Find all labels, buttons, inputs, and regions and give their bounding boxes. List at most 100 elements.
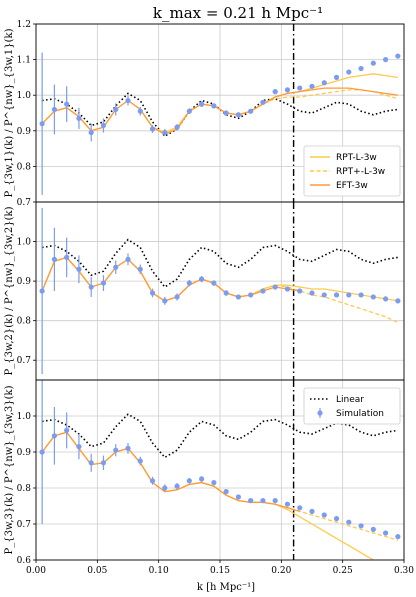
data-point <box>333 74 340 80</box>
y-tick-label: 0.9 <box>17 448 32 458</box>
plot-area <box>39 380 401 560</box>
data-point <box>223 110 229 116</box>
y-tick-label: 1.0 <box>17 91 32 101</box>
data-point <box>395 534 401 540</box>
data-point <box>88 284 94 290</box>
data-point <box>309 290 315 296</box>
data-point <box>272 498 278 504</box>
data-point <box>88 460 94 466</box>
data-point <box>235 494 241 500</box>
data-point <box>383 530 389 536</box>
plot-area <box>39 24 401 202</box>
data-point <box>64 254 70 260</box>
legend: RPT-L-3w RPT+-L-3w EFT-3w <box>303 145 401 197</box>
data-point <box>186 280 192 286</box>
y-tick-label: 0.8 <box>17 484 32 494</box>
data-point <box>297 288 303 294</box>
legend-box <box>303 387 401 425</box>
y-tick-label: 0.6 <box>17 556 32 566</box>
data-point <box>100 280 107 286</box>
y-tick-label: 1.2 <box>17 20 31 30</box>
data-point <box>174 294 180 300</box>
data-point <box>125 445 131 451</box>
panel-3: 0.6 0.7 0.8 0.9 1.0P_{3w,3}(k) / P^{nw}_{3w,… <box>4 379 414 576</box>
data-point <box>395 53 401 59</box>
data-point <box>309 508 315 514</box>
y-tick-label: 1.0 <box>17 412 32 422</box>
data-point <box>211 103 217 109</box>
data-point <box>383 57 389 63</box>
y-tick-label: 0.9 <box>17 277 32 287</box>
data-point <box>88 129 94 136</box>
data-point <box>333 516 340 522</box>
x-tick-label: 0.30 <box>394 566 414 576</box>
x-tick-label: 0.20 <box>271 566 291 576</box>
series-line-eft <box>41 256 300 302</box>
data-point <box>321 512 327 518</box>
legend: Linear Simulation <box>303 387 401 425</box>
data-point <box>76 266 82 272</box>
data-point <box>235 112 241 118</box>
data-point <box>272 89 278 95</box>
data-point <box>248 108 254 114</box>
data-point <box>223 290 229 296</box>
data-point <box>149 478 156 484</box>
data-point <box>248 498 254 504</box>
data-point <box>248 292 254 298</box>
y-tick-label: 0.7 <box>17 356 32 366</box>
data-point <box>321 292 327 298</box>
y-tick-label: 0.7 <box>17 198 32 208</box>
data-point <box>113 447 119 453</box>
data-point <box>321 80 327 86</box>
data-point <box>125 256 131 262</box>
data-point <box>346 519 352 525</box>
data-point <box>260 288 266 294</box>
x-tick-label: 0.10 <box>149 566 169 576</box>
data-point <box>51 433 58 439</box>
data-point <box>100 460 107 466</box>
data-point <box>370 294 376 300</box>
y-axis-label: P_{3w,2}(k) / P^{nw}_{3w,2}(k) <box>4 206 15 375</box>
data-point <box>284 87 291 93</box>
y-tick-label: 0.8 <box>17 162 32 172</box>
data-point <box>39 288 45 294</box>
data-point <box>211 480 217 486</box>
data-point <box>149 290 156 296</box>
y-tick-label: 0.9 <box>17 127 32 137</box>
legend-entry: RPT+-L-3w <box>336 167 385 177</box>
data-point <box>149 126 156 132</box>
legend-marker <box>317 410 323 416</box>
chart-title: k_max = 0.21 h Mpc⁻¹ <box>153 4 323 22</box>
data-point <box>297 85 303 91</box>
data-point <box>125 97 131 104</box>
data-point <box>186 478 192 484</box>
panel-2: 0.7 0.8 0.9 1.0P_{3w,2}(k) / P^{nw}_{3w,2}(… <box>4 201 405 381</box>
x-axis-label: k [h Mpc⁻¹] <box>197 582 255 593</box>
data-point <box>284 286 291 292</box>
data-point <box>100 122 107 129</box>
y-tick-label: 0.7 <box>17 520 32 530</box>
data-point <box>64 101 70 107</box>
x-tick-label: 0.15 <box>210 566 230 576</box>
data-point <box>358 65 364 72</box>
y-axis-label: P_{3w,1}(k) / P^{nw}_{3w,1}(k) <box>4 28 15 197</box>
data-point <box>211 280 217 286</box>
data-point <box>370 60 376 66</box>
legend-entry: Simulation <box>336 409 384 419</box>
y-tick-label: 1.1 <box>17 56 31 66</box>
data-point <box>260 498 266 504</box>
y-axis-label: P_{3w,3}(k) / P^{nw}_{3w,3}(k) <box>4 385 15 554</box>
data-point <box>186 108 192 114</box>
plot-area <box>39 202 401 380</box>
data-point <box>39 449 45 455</box>
data-point <box>284 501 291 507</box>
series-line-eft <box>41 431 300 513</box>
data-point <box>113 106 119 113</box>
data-point <box>395 298 401 304</box>
data-point <box>346 292 352 298</box>
data-point <box>39 121 45 127</box>
data-point <box>51 106 58 113</box>
data-point <box>174 483 180 489</box>
data-point <box>113 264 119 270</box>
